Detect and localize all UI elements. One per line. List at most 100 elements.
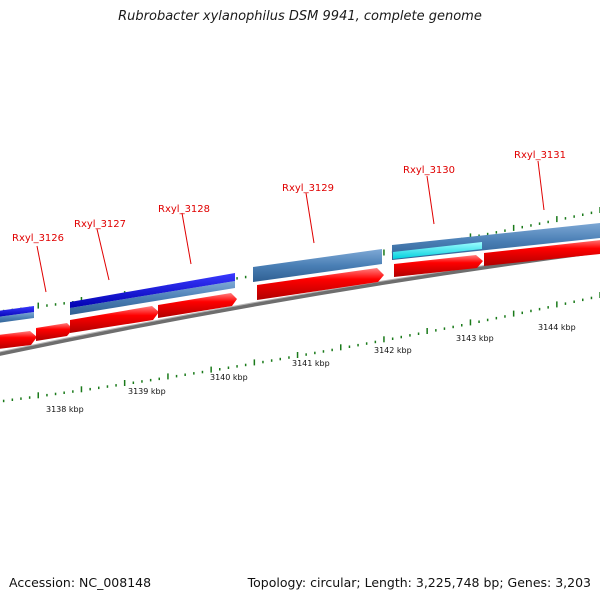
minor-tick xyxy=(582,213,584,216)
minor-tick xyxy=(322,350,325,353)
major-tick xyxy=(512,310,515,317)
minor-tick xyxy=(314,351,316,355)
minor-tick xyxy=(63,302,65,305)
blue-gene-track xyxy=(0,223,600,323)
major-tick xyxy=(210,366,212,373)
blue-track-segment xyxy=(0,312,34,323)
topology-text: Topology: circular; Length: 3,225,748 bp… xyxy=(247,575,591,590)
major-tick xyxy=(167,373,169,380)
kbp-scale-labels: 3138 kbp 3139 kbp 3140 kbp 3141 kbp 3142… xyxy=(46,323,576,414)
minor-tick xyxy=(573,300,575,303)
minor-tick xyxy=(504,229,506,232)
minor-tick xyxy=(590,296,593,300)
gene-label: Rxyl_3128 xyxy=(158,204,210,215)
minor-tick xyxy=(236,277,238,280)
forward-gene xyxy=(70,306,159,333)
kbp-label: 3139 kbp xyxy=(128,387,166,396)
minor-tick xyxy=(219,368,221,371)
gene-label-leader xyxy=(96,228,110,281)
genome-backbone xyxy=(0,249,600,356)
minor-tick xyxy=(478,320,480,323)
minor-tick xyxy=(46,304,48,307)
major-tick xyxy=(253,359,256,366)
minor-tick xyxy=(521,225,523,229)
minor-tick xyxy=(495,316,498,320)
minor-tick xyxy=(582,298,584,302)
minor-tick xyxy=(72,390,74,393)
minor-tick xyxy=(547,220,549,224)
kbp-label: 3144 kbp xyxy=(538,323,576,332)
forward-gene xyxy=(484,240,600,266)
minor-tick xyxy=(270,359,273,362)
lower-tick-track xyxy=(2,292,600,403)
blue-track-segment xyxy=(253,249,382,282)
minor-tick xyxy=(244,363,247,367)
minor-tick xyxy=(201,370,204,374)
gene-label: Rxyl_3127 xyxy=(74,219,126,230)
minor-tick xyxy=(98,386,100,390)
minor-tick xyxy=(149,378,152,382)
minor-tick xyxy=(132,381,135,384)
minor-tick xyxy=(175,374,178,378)
minor-tick xyxy=(452,325,454,329)
minor-tick xyxy=(530,309,532,313)
minor-tick xyxy=(530,224,532,227)
gene-label-leader xyxy=(181,212,192,265)
major-tick xyxy=(556,301,558,308)
minor-tick xyxy=(400,335,402,339)
minor-tick xyxy=(538,222,541,225)
minor-tick xyxy=(573,215,575,218)
minor-tick xyxy=(374,340,377,344)
major-tick xyxy=(383,249,385,256)
major-tick xyxy=(296,352,299,358)
minor-tick xyxy=(495,231,498,234)
minor-tick xyxy=(106,385,109,388)
minor-tick xyxy=(590,211,593,215)
gene-label: Rxyl_3131 xyxy=(514,150,566,161)
minor-tick xyxy=(365,342,368,345)
gene-label-leader xyxy=(305,192,315,244)
minor-tick xyxy=(564,302,567,305)
minor-tick xyxy=(89,387,91,391)
forward-gene xyxy=(257,268,384,300)
minor-tick xyxy=(538,307,541,311)
gene-label-group: Rxyl_3126 Rxyl_3127 Rxyl_3128 Rxyl_3129 … xyxy=(12,150,566,293)
minor-tick xyxy=(158,377,160,381)
forward-gene-track xyxy=(0,240,600,349)
minor-tick xyxy=(28,396,31,399)
minor-tick xyxy=(305,353,307,356)
dark-blue-gene xyxy=(0,306,34,317)
minor-tick xyxy=(348,345,351,348)
major-tick xyxy=(512,224,515,231)
minor-tick xyxy=(115,384,117,387)
forward-gene xyxy=(36,323,73,341)
minor-tick xyxy=(20,397,22,400)
minor-tick xyxy=(46,393,48,397)
minor-tick xyxy=(244,275,247,279)
minor-tick xyxy=(417,332,420,335)
kbp-label: 3140 kbp xyxy=(210,373,248,382)
major-tick xyxy=(469,233,472,240)
minor-tick xyxy=(461,324,463,327)
minor-tick xyxy=(486,232,489,236)
map-title: Rubrobacter xylanophilus DSM 9941, compl… xyxy=(118,9,482,24)
minor-tick xyxy=(2,399,5,403)
kbp-label: 3142 kbp xyxy=(374,346,412,355)
forward-gene xyxy=(0,331,37,349)
minor-tick xyxy=(184,373,186,376)
minor-tick xyxy=(564,217,567,220)
gene-label-leader xyxy=(537,160,545,211)
kbp-label: 3141 kbp xyxy=(292,359,330,368)
minor-tick xyxy=(288,356,290,359)
kbp-label: 3143 kbp xyxy=(456,334,494,343)
minor-tick xyxy=(521,311,523,315)
major-tick xyxy=(80,386,83,393)
minor-tick xyxy=(279,357,281,361)
minor-tick xyxy=(504,315,506,318)
major-tick xyxy=(37,392,39,399)
minor-tick xyxy=(11,398,14,401)
minor-tick xyxy=(262,360,264,364)
forward-gene xyxy=(394,255,483,277)
dark-blue-gene xyxy=(70,273,235,308)
